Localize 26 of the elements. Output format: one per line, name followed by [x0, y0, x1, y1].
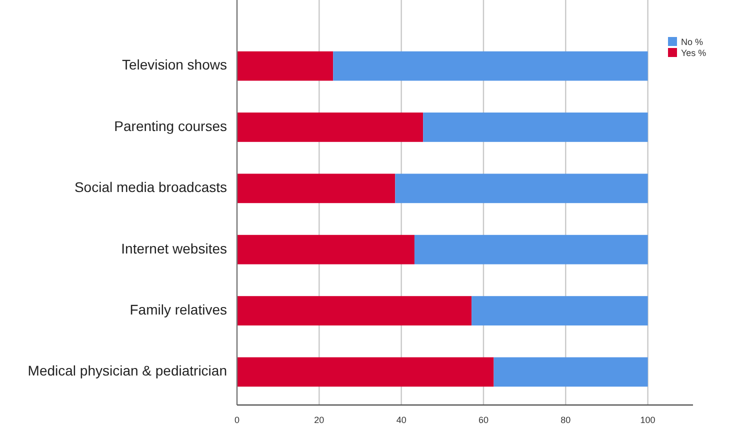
y-tick-label: Family relatives — [130, 301, 227, 318]
legend-label: No % — [681, 37, 704, 47]
bar — [494, 357, 648, 387]
y-tick-label: Internet websites — [121, 240, 227, 256]
x-tick-label: 80 — [560, 415, 571, 425]
x-tick-label: 0 — [234, 415, 240, 425]
y-tick-label: Social media broadcasts — [74, 179, 227, 196]
y-tick-label: Parenting courses — [114, 118, 227, 134]
y-tick-label: Television shows — [122, 56, 227, 73]
bar — [423, 112, 648, 142]
bar — [414, 234, 648, 264]
x-tick-label: 60 — [478, 415, 488, 425]
y-tick-label: Medical physician & pediatrician — [28, 362, 227, 379]
bar — [472, 296, 648, 326]
bar — [237, 174, 396, 204]
bar — [237, 234, 414, 264]
bar — [395, 174, 648, 204]
bar — [237, 296, 472, 326]
bar — [237, 357, 494, 387]
bar — [333, 51, 648, 81]
x-tick-label: 40 — [396, 415, 406, 425]
x-tick-label: 100 — [640, 415, 656, 425]
legend-label: Yes % — [681, 48, 706, 58]
bar — [237, 112, 424, 142]
x-tick-label: 20 — [314, 415, 324, 425]
bar — [237, 51, 334, 81]
